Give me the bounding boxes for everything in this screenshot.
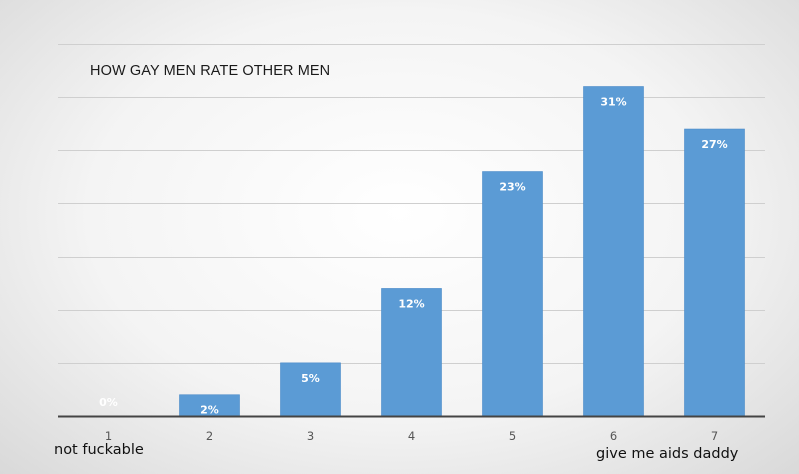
bar-7 xyxy=(684,128,745,417)
data-label-4: 12% xyxy=(398,297,424,310)
chart-title: HOW GAY MEN RATE OTHER MEN xyxy=(90,63,331,79)
bar-5 xyxy=(482,171,543,417)
data-label-2: 2% xyxy=(200,404,219,417)
x-tick-label-2: 2 xyxy=(206,429,213,443)
x-tick-label-5: 5 xyxy=(509,429,516,443)
bar-3 xyxy=(280,362,341,417)
x-axis-low-end-label: not fuckable xyxy=(54,442,144,458)
data-label-1: 0% xyxy=(99,396,118,409)
data-label-3: 5% xyxy=(301,372,320,385)
data-label-7: 27% xyxy=(701,138,727,151)
x-axis-ticks: 1 2 3 4 5 6 7 xyxy=(105,429,718,443)
x-tick-label-6: 6 xyxy=(610,429,617,443)
x-tick-label-4: 4 xyxy=(408,429,415,443)
bars xyxy=(179,86,745,417)
bar-labels: 0% 2% 5% 12% 23% 31% 27% xyxy=(99,96,728,417)
data-label-5: 23% xyxy=(499,181,525,194)
x-tick-label-3: 3 xyxy=(307,429,314,443)
data-label-6: 31% xyxy=(600,96,626,109)
x-tick-label-7: 7 xyxy=(711,429,718,443)
gridlines xyxy=(58,44,765,364)
bar-4 xyxy=(381,288,442,417)
x-tick-label-1: 1 xyxy=(105,429,112,443)
x-axis-high-end-label: give me aids daddy xyxy=(596,446,739,462)
bar-6 xyxy=(583,86,644,417)
